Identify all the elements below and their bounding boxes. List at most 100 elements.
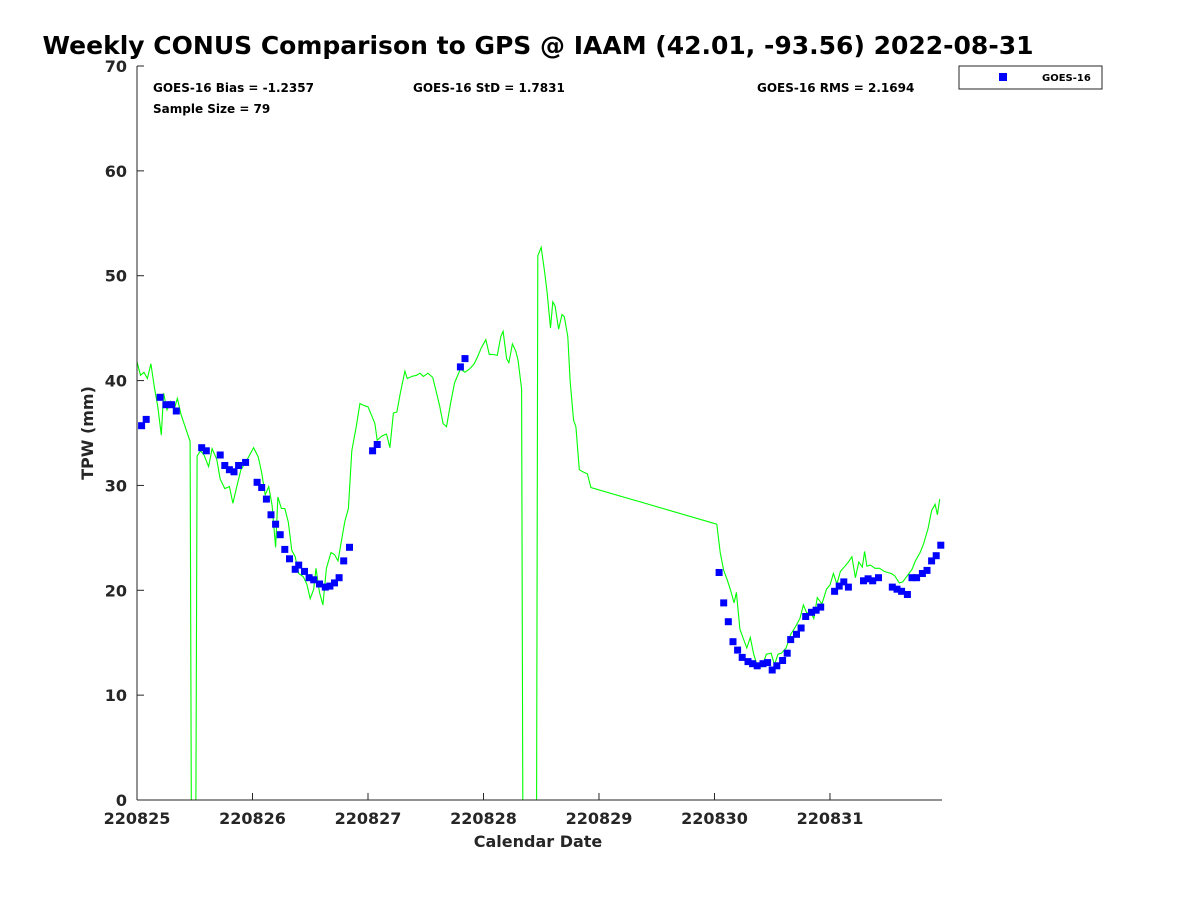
goes16-point — [923, 566, 931, 574]
goes16-point — [258, 484, 266, 491]
goes16-point — [759, 660, 767, 668]
goes16-point — [729, 638, 737, 646]
goes16-point — [724, 618, 732, 626]
goes16-point — [346, 543, 353, 551]
goes16-point — [310, 576, 318, 584]
goes16-point — [225, 466, 233, 474]
y-tick-label: 50 — [105, 267, 127, 286]
goes16-point — [875, 574, 882, 582]
legend-label-goes16: GOES-16 — [1042, 73, 1091, 84]
legend-marker-goes16 — [999, 73, 1007, 81]
goes16-point — [286, 555, 293, 563]
x-tick-label: 220829 — [566, 809, 633, 828]
goes16-series — [138, 355, 945, 674]
goes16-point — [276, 531, 284, 539]
goes16-point — [142, 415, 150, 423]
goes16-point — [168, 401, 176, 409]
goes16-point — [802, 613, 810, 620]
goes16-point — [202, 447, 210, 455]
y-tick-label: 10 — [105, 686, 127, 705]
goes16-point — [864, 575, 872, 583]
goes16-point — [844, 583, 852, 591]
rms-stat: GOES-16 RMS = 2.1694 — [757, 81, 914, 95]
plot-area: 220825 220826 220827 220828 220829 220830 2208… — [104, 57, 945, 828]
goes16-point — [840, 578, 848, 586]
x-tick-label: 220827 — [335, 809, 402, 828]
goes16-point — [787, 636, 795, 644]
goes16-point — [898, 587, 906, 595]
goes16-point — [812, 606, 820, 614]
y-tick-label: 60 — [105, 162, 127, 181]
goes16-point — [744, 658, 752, 666]
y-tick-label: 0 — [116, 791, 127, 810]
goes16-point — [903, 591, 911, 598]
goes16-point — [720, 599, 728, 607]
goes16-point — [272, 520, 280, 528]
sample-size-stat: Sample Size = 79 — [153, 102, 270, 116]
gps-series — [136, 245, 941, 801]
goes16-point — [305, 574, 313, 582]
goes16-point — [456, 363, 464, 371]
legend: GOES-16 — [958, 65, 1103, 90]
goes16-point — [242, 458, 250, 466]
y-axis-label: TPW (mm) — [78, 386, 97, 480]
x-tick-label: 220830 — [681, 809, 748, 828]
goes16-point — [253, 478, 261, 486]
goes16-point — [156, 393, 164, 401]
goes16-point — [340, 557, 348, 565]
goes16-point — [779, 657, 787, 664]
goes16-point — [928, 557, 936, 565]
goes16-point — [162, 401, 170, 409]
y-tick-label: 20 — [105, 581, 127, 600]
goes16-point — [888, 583, 896, 591]
goes16-point — [262, 495, 270, 503]
goes16-point — [893, 585, 901, 593]
x-tick-label: 220831 — [797, 809, 864, 828]
y-ticks: 0 10 20 30 40 50 60 70 — [105, 57, 144, 810]
goes16-point — [937, 541, 945, 549]
goes16-point — [235, 462, 243, 469]
goes16-point — [301, 567, 308, 575]
goes16-point — [369, 447, 377, 455]
goes16-point — [335, 574, 343, 582]
goes16-point — [908, 574, 916, 582]
goes16-point — [817, 603, 825, 611]
goes16-point — [316, 580, 323, 588]
goes16-point — [918, 570, 926, 577]
goes16-point — [738, 653, 746, 661]
x-ticks: 220825 220826 220827 220828 220829 220830 2208… — [104, 793, 864, 828]
goes16-point — [321, 583, 329, 591]
goes16-point — [331, 579, 338, 587]
goes16-point — [230, 468, 238, 476]
y-tick-label: 30 — [105, 476, 127, 495]
goes16-point — [860, 577, 867, 585]
x-tick-label: 220825 — [104, 809, 171, 828]
goes16-point — [768, 666, 776, 674]
y-tick-label: 70 — [105, 57, 127, 76]
x-axis-label: Calendar Date — [474, 832, 603, 851]
goes16-point — [913, 574, 921, 582]
goes16-point — [172, 407, 180, 415]
y-tick-label: 40 — [105, 372, 127, 391]
x-tick-label: 220828 — [450, 809, 517, 828]
goes16-point — [773, 662, 781, 670]
goes16-point — [198, 444, 206, 452]
chart-title: Weekly CONUS Comparison to GPS @ IAAM (4… — [43, 31, 1034, 60]
std-stat: GOES-16 StD = 1.7831 — [413, 81, 565, 95]
gps-line — [136, 245, 941, 801]
goes16-point — [808, 608, 815, 616]
goes16-point — [221, 462, 229, 469]
goes16-point — [138, 422, 146, 430]
goes16-point — [216, 451, 224, 459]
goes16-point — [831, 587, 839, 595]
bias-stat: GOES-16 Bias = -1.2357 — [153, 81, 314, 95]
goes16-point — [793, 630, 800, 638]
x-tick-label: 220826 — [219, 809, 286, 828]
goes16-point — [326, 582, 334, 590]
goes16-point — [715, 569, 723, 576]
goes16-point — [932, 552, 940, 560]
goes16-point — [281, 545, 289, 553]
goes16-point — [783, 649, 791, 657]
goes16-point — [267, 511, 275, 519]
